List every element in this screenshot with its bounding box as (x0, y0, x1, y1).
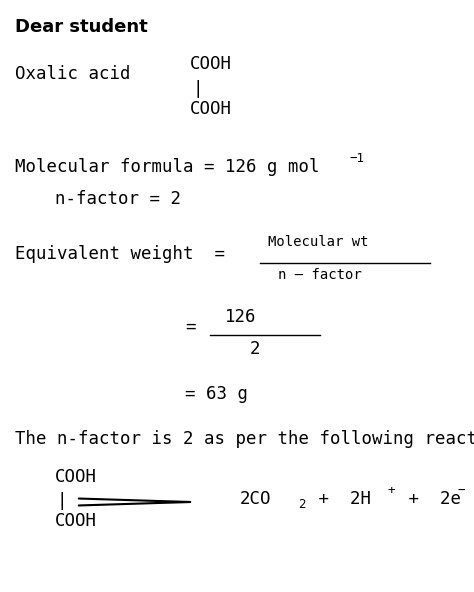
Text: 2: 2 (250, 340, 261, 358)
Text: The n-factor is 2 as per the following reaction:: The n-factor is 2 as per the following r… (15, 430, 474, 448)
Text: = 63 g: = 63 g (185, 385, 248, 403)
Text: Dear student: Dear student (15, 18, 148, 36)
Text: +: + (388, 484, 395, 497)
Text: Molecular wt: Molecular wt (268, 235, 368, 249)
Text: Equivalent weight  =: Equivalent weight = (15, 245, 225, 263)
Text: +  2H: + 2H (308, 490, 371, 508)
Text: n – factor: n – factor (278, 268, 362, 282)
Text: |: | (57, 492, 67, 510)
Text: n-factor = 2: n-factor = 2 (55, 190, 181, 208)
Text: COOH: COOH (190, 100, 232, 118)
Text: 2CO: 2CO (240, 490, 272, 508)
Text: Oxalic acid: Oxalic acid (15, 65, 130, 83)
Text: 2: 2 (298, 498, 306, 511)
Text: COOH: COOH (190, 55, 232, 73)
Text: −1: −1 (349, 152, 364, 165)
Text: Molecular formula = 126 g mol: Molecular formula = 126 g mol (15, 158, 319, 176)
Text: COOH: COOH (55, 468, 97, 486)
Text: |: | (193, 80, 203, 98)
Text: 126: 126 (225, 308, 256, 326)
Text: +  2e: + 2e (398, 490, 461, 508)
Text: COOH: COOH (55, 512, 97, 530)
Text: =: = (185, 318, 195, 336)
Text: −: − (457, 484, 465, 497)
